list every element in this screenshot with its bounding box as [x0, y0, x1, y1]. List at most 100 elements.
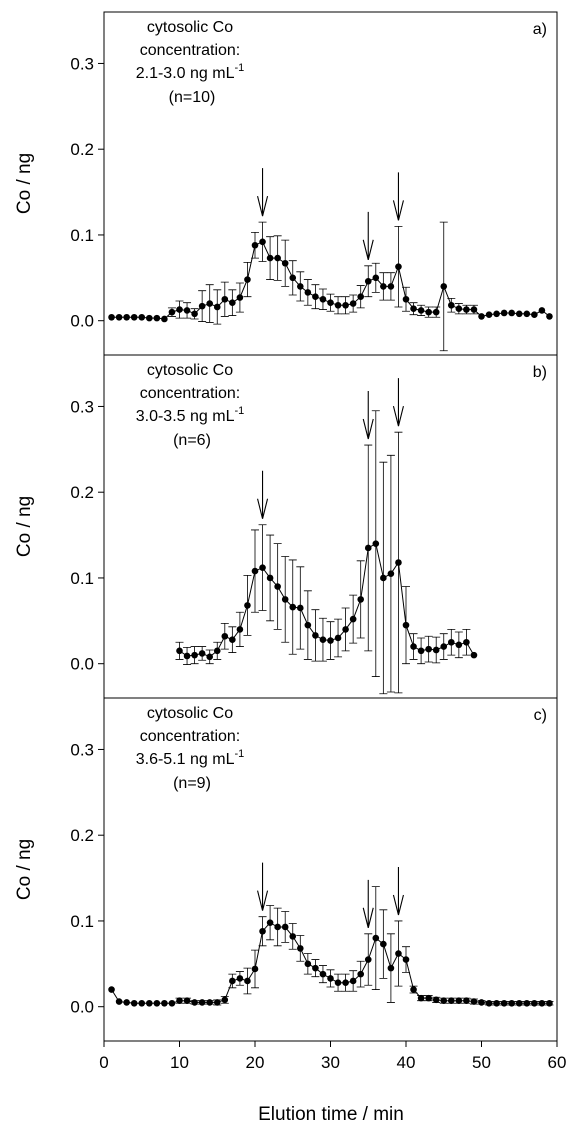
y-tick-label: 0.1 [70, 569, 94, 588]
data-point [130, 313, 138, 321]
data-point [515, 999, 523, 1007]
data-point [425, 645, 432, 653]
data-point [463, 306, 470, 313]
data-point [304, 289, 312, 296]
data-point [161, 999, 168, 1007]
data-point [455, 641, 463, 649]
annotation-line: (n=10) [169, 89, 216, 106]
data-point [410, 986, 417, 993]
data-point [508, 999, 515, 1007]
data-point [198, 302, 206, 310]
data-point [440, 283, 448, 290]
data-point [334, 634, 342, 642]
data-point [108, 313, 115, 321]
data-point [538, 307, 546, 314]
y-tick-label: 0.0 [70, 998, 94, 1017]
data-point [266, 254, 274, 262]
data-point [206, 653, 213, 661]
y-tick-label: 0.3 [70, 740, 94, 759]
data-point [281, 923, 289, 931]
data-point [478, 999, 485, 1006]
data-point [380, 940, 387, 948]
data-point [395, 950, 402, 957]
data-point [153, 314, 161, 322]
data-point [380, 574, 387, 582]
data-point [259, 238, 266, 246]
data-point [440, 643, 448, 650]
data-point [380, 283, 387, 290]
data-point [470, 998, 478, 1005]
data-point [327, 299, 334, 306]
data-point [531, 999, 538, 1007]
annotation-line: (n=6) [173, 432, 211, 449]
data-point [357, 596, 365, 603]
plot-frame [103, 697, 558, 1042]
data-point [319, 970, 327, 978]
data-point [281, 259, 289, 267]
y-tick-label: 0.2 [70, 483, 94, 502]
data-point [463, 997, 470, 1004]
data-point [372, 540, 380, 547]
data-point [244, 276, 251, 283]
data-point [334, 979, 342, 986]
data-point [327, 637, 334, 644]
data-point [191, 999, 198, 1006]
annotation-range: 2.1-3.0 ng mL [136, 65, 235, 82]
data-point [342, 301, 349, 309]
data-point [312, 632, 319, 639]
y-axis-title: Co / ng [14, 839, 35, 900]
data-point [236, 626, 244, 633]
y-tick-label: 0.1 [70, 912, 94, 931]
data-point [115, 998, 123, 1005]
data-point [432, 646, 440, 654]
data-point [410, 305, 417, 312]
annotation-superscript: -1 [234, 748, 244, 760]
data-point [364, 277, 372, 285]
data-point [395, 559, 402, 566]
data-point [417, 307, 425, 314]
data-point [259, 564, 266, 571]
data-point [259, 927, 266, 935]
data-point [168, 308, 176, 316]
data-point [138, 313, 146, 321]
data-point [183, 307, 191, 314]
data-point [395, 263, 402, 270]
data-point [493, 310, 500, 318]
data-point [251, 241, 259, 249]
data-point [546, 313, 553, 320]
data-point [229, 299, 236, 306]
data-point [417, 647, 425, 655]
data-point [319, 295, 327, 303]
data-point [327, 975, 334, 982]
data-point [523, 310, 531, 318]
data-point [432, 308, 440, 316]
data-point [281, 596, 289, 603]
annotation-line: concentration: [140, 385, 241, 402]
data-point [357, 970, 365, 978]
peak-arrow [392, 378, 404, 427]
data-point [266, 919, 274, 926]
annotation-line: 3.6-5.1 ng mL-1 [136, 748, 245, 768]
annotation-line: 2.1-3.0 ng mL-1 [136, 62, 245, 82]
data-point [364, 544, 372, 552]
data-point [372, 934, 380, 942]
peak-arrow [257, 862, 269, 911]
panel-label: c) [534, 707, 547, 724]
data-point [448, 638, 455, 646]
data-point [221, 295, 229, 303]
y-tick-label: 0.3 [70, 54, 94, 73]
peak-arrow [392, 172, 404, 221]
annotation-line: cytosolic Co [147, 19, 233, 36]
data-point [138, 999, 146, 1007]
data-point [289, 933, 297, 940]
data-point [213, 303, 221, 311]
data-point [198, 650, 206, 657]
data-point [176, 997, 183, 1004]
y-axis-title: Co / ng [14, 496, 35, 557]
data-point [183, 997, 191, 1004]
data-point [297, 283, 304, 290]
annotation-line: 3.0-3.5 ng mL-1 [136, 405, 245, 425]
y-tick-label: 0.2 [70, 140, 94, 159]
data-point [342, 979, 349, 986]
annotation-range: 3.6-5.1 ng mL [136, 751, 235, 768]
